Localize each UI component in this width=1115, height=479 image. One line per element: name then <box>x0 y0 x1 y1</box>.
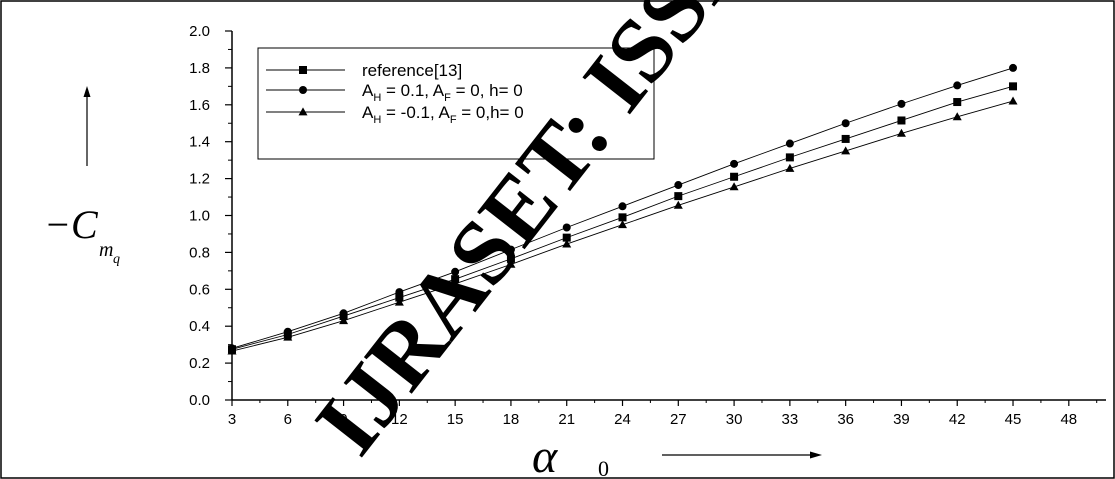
data-point <box>451 267 460 276</box>
y-tick-label: 0.8 <box>189 244 210 261</box>
series-layer <box>227 63 1018 355</box>
data-point <box>618 213 627 222</box>
x-axis-title: α 0 <box>532 430 822 479</box>
data-point <box>618 220 628 229</box>
data-point <box>730 159 739 168</box>
legend-label: AH = 0.1, AF = 0, h= 0 <box>362 81 523 104</box>
x-tick-label: 6 <box>284 411 292 428</box>
data-point <box>395 288 404 297</box>
data-point <box>841 146 851 155</box>
x-tick-label: 9 <box>339 411 347 428</box>
data-point <box>785 139 794 148</box>
data-point <box>227 346 237 355</box>
y-tick-label: 1.6 <box>189 97 210 114</box>
x-tick-label: 3 <box>228 411 236 428</box>
data-point <box>1009 63 1018 72</box>
x-tick-label: 42 <box>949 411 966 428</box>
x-axis-label-sub: 0 <box>598 456 609 479</box>
data-point <box>562 233 571 242</box>
data-point <box>841 119 850 128</box>
data-point <box>953 98 962 107</box>
data-point <box>897 116 906 125</box>
y-tick-label: 2.0 <box>189 23 210 40</box>
y-axis-label-subsub: q <box>113 252 120 267</box>
data-point <box>785 153 794 162</box>
data-point <box>283 327 292 336</box>
legend-marker <box>298 107 308 116</box>
data-point <box>562 223 571 232</box>
data-point <box>451 275 460 284</box>
data-point <box>730 172 739 181</box>
x-tick-label: 24 <box>614 411 631 428</box>
data-point <box>562 239 572 248</box>
data-point <box>283 332 293 341</box>
data-point <box>896 128 906 137</box>
y-tick-label: 0.6 <box>189 281 210 298</box>
x-tick-label: 45 <box>1005 411 1022 428</box>
y-tick-label: 0.0 <box>189 392 210 409</box>
data-point <box>339 316 349 325</box>
legend-entry-2: AH = 0.1, AF = 0, h= 0 <box>266 81 523 104</box>
data-point <box>897 99 906 108</box>
data-point <box>394 297 404 306</box>
legend-label: AH = -0.1, AF = 0,h= 0 <box>362 103 524 126</box>
data-point <box>506 245 515 254</box>
x-tick-label: 12 <box>391 411 408 428</box>
y-tick-label: 0.4 <box>189 318 210 335</box>
y-tick-label: 1.4 <box>189 134 210 151</box>
data-point <box>506 259 516 268</box>
y-axis-title: −C m q <box>44 86 120 267</box>
data-point <box>673 200 683 209</box>
data-point <box>506 254 515 263</box>
data-point <box>1008 96 1018 105</box>
y-tick-label: 1.2 <box>189 171 210 188</box>
y-axis-ticks: 0.0 0.2 0.4 0.6 0.8 1.0 1.2 1.4 1.6 1.8 2.0 <box>189 23 232 409</box>
x-tick-label: 18 <box>503 411 520 428</box>
y-axis-label: −C <box>44 202 99 247</box>
data-point <box>1009 82 1018 91</box>
legend-box <box>257 47 655 160</box>
x-tick-label: 27 <box>670 411 687 428</box>
y-tick-label: 1.8 <box>189 60 210 77</box>
data-point <box>674 181 683 190</box>
x-axis-label: α <box>532 430 558 479</box>
x-axis-ticks: 3 6 9 12 15 18 21 24 27 30 33 36 39 42 45 48 <box>228 400 1098 428</box>
x-tick-label: 33 <box>782 411 799 428</box>
y-tick-label: 0.2 <box>189 355 210 372</box>
data-point <box>674 192 683 201</box>
data-point <box>729 182 739 191</box>
x-tick-label: 21 <box>558 411 575 428</box>
x-tick-label: 15 <box>447 411 464 428</box>
legend-entry-3: AH = -0.1, AF = 0,h= 0 <box>266 103 524 126</box>
data-point <box>952 112 962 121</box>
series-2 <box>228 63 1018 353</box>
legend-marker <box>299 86 307 94</box>
legend-label: reference[13] <box>362 61 462 80</box>
data-point <box>339 309 348 318</box>
x-tick-label: 36 <box>837 411 854 428</box>
legend: reference[13]AH = 0.1, AF = 0, h= 0AH = … <box>257 47 655 160</box>
y-axis-label-sub: m <box>99 239 113 261</box>
x-tick-label: 30 <box>726 411 743 428</box>
data-point <box>395 293 404 302</box>
legend-entry-1: reference[13] <box>266 61 462 80</box>
x-tick-label: 39 <box>893 411 910 428</box>
data-point <box>953 81 962 90</box>
y-arrow-head <box>83 86 91 97</box>
legend-marker <box>299 66 307 74</box>
data-point <box>450 279 460 288</box>
data-point <box>841 134 850 143</box>
data-point <box>785 163 795 172</box>
x-arrow-head <box>810 451 822 459</box>
y-tick-label: 1.0 <box>189 208 210 225</box>
x-tick-label: 48 <box>1060 411 1077 428</box>
series-3 <box>227 96 1018 355</box>
data-point <box>618 202 627 211</box>
